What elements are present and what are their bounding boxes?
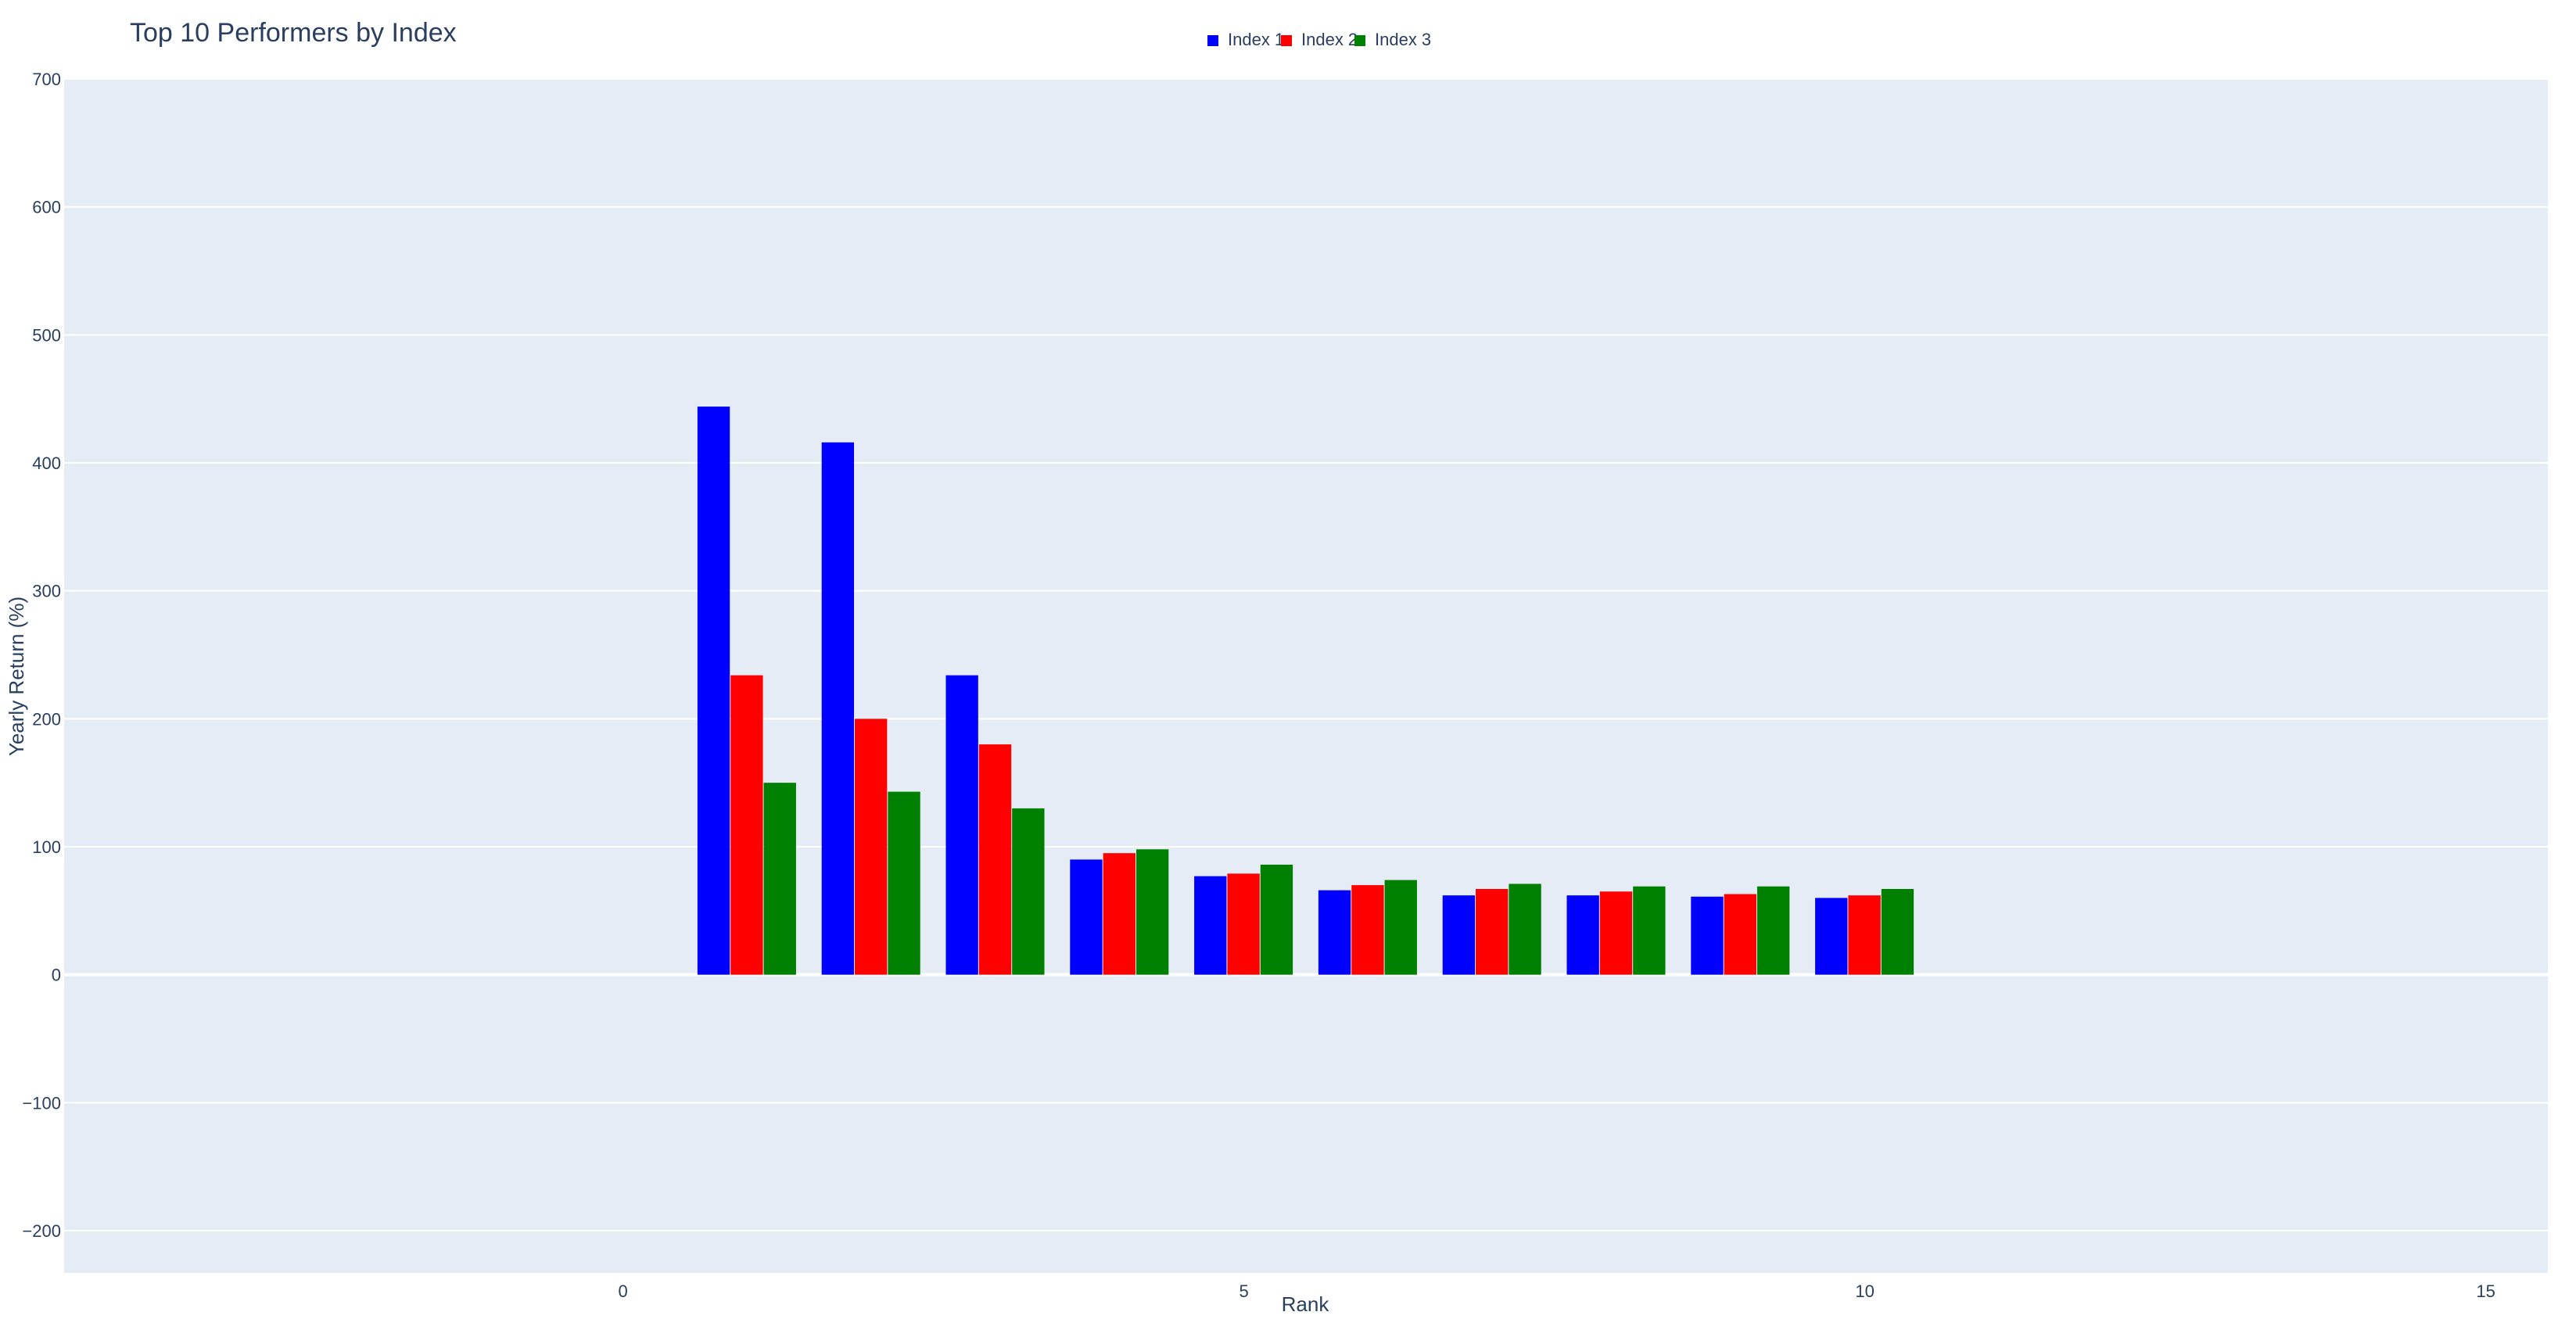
bar-index-2[interactable]	[730, 675, 763, 975]
bar-index-1[interactable]	[1194, 876, 1227, 975]
bars	[697, 406, 1914, 975]
grid-lines	[64, 78, 2548, 1231]
bar-index-2[interactable]	[1351, 885, 1384, 975]
bar-index-1[interactable]	[945, 675, 978, 975]
y-tick-label: 400	[32, 453, 61, 473]
bar-index-3[interactable]	[1509, 884, 1541, 975]
legend-label: Index 3	[1375, 30, 1431, 49]
y-tick-label: 600	[32, 198, 61, 217]
bar-index-2[interactable]	[978, 744, 1012, 975]
bar-index-1[interactable]	[1070, 859, 1103, 975]
x-axis-title: Rank	[1282, 1292, 1330, 1316]
y-tick-label: −100	[22, 1093, 61, 1113]
y-tick-label: −200	[22, 1221, 61, 1241]
y-tick-label: 500	[32, 325, 61, 345]
legend: Index 1 Index 2 Index 3	[1207, 30, 1431, 49]
legend-item-index-1[interactable]: Index 1	[1207, 30, 1284, 49]
legend-swatch	[1354, 35, 1365, 46]
legend-item-index-3[interactable]: Index 3	[1354, 30, 1431, 49]
bar-index-3[interactable]	[888, 791, 920, 975]
bar-index-1[interactable]	[1691, 896, 1724, 975]
y-axis-ticks: −200 −100 0 100 200 300 400 500 600 700	[22, 70, 61, 1241]
bar-index-2[interactable]	[1848, 895, 1881, 975]
x-tick-label: 10	[1855, 1281, 1874, 1301]
bar-index-2[interactable]	[1227, 873, 1260, 975]
bar-index-2[interactable]	[1103, 853, 1136, 975]
legend-label: Index 2	[1301, 30, 1358, 49]
bar-index-2[interactable]	[1724, 894, 1756, 975]
x-axis-ticks: 0 5 10 15	[618, 1281, 2495, 1301]
bar-index-3[interactable]	[1136, 849, 1169, 975]
plot-area	[64, 79, 2548, 1273]
x-tick-label: 0	[618, 1281, 627, 1301]
bar-index-1[interactable]	[697, 406, 730, 975]
y-tick-label: 200	[32, 709, 61, 729]
y-tick-label: 700	[32, 70, 61, 89]
legend-item-index-2[interactable]: Index 2	[1281, 30, 1358, 49]
bar-index-1[interactable]	[1815, 898, 1848, 975]
bar-index-3[interactable]	[1756, 886, 1790, 975]
y-tick-label: 300	[32, 582, 61, 601]
bar-index-1[interactable]	[1566, 895, 1599, 975]
bar-index-3[interactable]	[1881, 889, 1914, 975]
bar-index-1[interactable]	[1318, 890, 1351, 975]
legend-swatch	[1281, 35, 1292, 46]
bar-index-3[interactable]	[1260, 864, 1293, 975]
bar-index-3[interactable]	[1384, 880, 1417, 975]
x-tick-label: 15	[2476, 1281, 2495, 1301]
bar-index-3[interactable]	[1633, 886, 1666, 975]
bar-index-3[interactable]	[1012, 808, 1045, 975]
legend-swatch	[1207, 35, 1218, 46]
bar-index-2[interactable]	[855, 719, 888, 975]
bar-index-1[interactable]	[1442, 895, 1476, 975]
y-tick-label: 100	[32, 837, 61, 857]
bar-index-2[interactable]	[1599, 891, 1633, 975]
chart-title: Top 10 Performers by Index	[130, 18, 457, 48]
bar-index-3[interactable]	[763, 783, 796, 975]
legend-label: Index 1	[1228, 30, 1284, 49]
x-tick-label: 5	[1239, 1281, 1248, 1301]
y-tick-label: 0	[52, 966, 61, 985]
bar-index-1[interactable]	[821, 442, 855, 975]
bar-index-2[interactable]	[1476, 889, 1509, 975]
y-axis-title: Yearly Return (%)	[5, 597, 28, 756]
